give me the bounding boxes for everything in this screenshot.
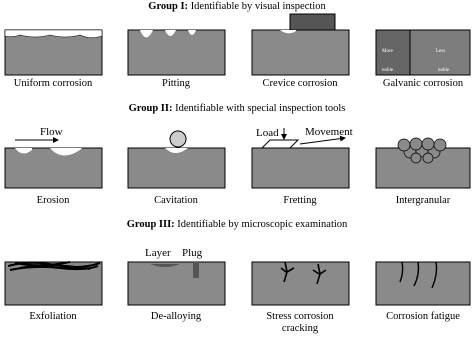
item-label: Intergranular bbox=[396, 195, 451, 206]
galvanic-corrosion-figure: More noble Less noble bbox=[375, 29, 471, 76]
annotation: Layer bbox=[145, 247, 171, 259]
item-label: Pitting bbox=[162, 78, 191, 89]
text: Group II: bbox=[129, 103, 173, 114]
item-label: Uniform corrosion bbox=[14, 78, 93, 89]
annotation: noble bbox=[438, 68, 450, 73]
intergranular-figure bbox=[375, 137, 471, 189]
item-label: Crevice corrosion bbox=[263, 78, 339, 89]
item-label: Fretting bbox=[283, 195, 317, 206]
group-title: Group II: Identifiable with special insp… bbox=[129, 103, 346, 114]
annotation: Less bbox=[436, 49, 445, 54]
text: Identifiable by microscopic examination bbox=[177, 219, 348, 230]
uniform-corrosion-figure bbox=[4, 29, 103, 76]
annotation: More bbox=[382, 49, 394, 54]
item-label: Cavitation bbox=[154, 195, 198, 206]
annotation: Movement bbox=[305, 126, 353, 138]
fretting-figure: Load Movement bbox=[251, 126, 353, 189]
annotation: Load bbox=[256, 127, 279, 139]
group-title: Group I: Identifiable by visual inspecti… bbox=[148, 1, 326, 12]
annotation: Plug bbox=[182, 247, 203, 259]
stress-corrosion-figure bbox=[251, 261, 350, 306]
annotation: noble bbox=[382, 68, 394, 73]
cavitation-figure bbox=[127, 130, 226, 189]
text: Group III: bbox=[127, 219, 175, 230]
item-label: Erosion bbox=[37, 195, 70, 206]
text: Identifiable by visual inspection bbox=[191, 1, 327, 12]
item-label: cracking bbox=[282, 323, 319, 334]
item-label: Galvanic corrosion bbox=[383, 78, 464, 89]
text: Identifiable with special inspection too… bbox=[175, 103, 345, 114]
item-label: Exfoliation bbox=[29, 311, 77, 322]
item-label: De-alloying bbox=[151, 311, 202, 322]
corrosion-fatigue-figure bbox=[375, 261, 471, 306]
item-label: Stress corrosion bbox=[266, 311, 334, 322]
item-label: Corrosion fatigue bbox=[386, 311, 460, 322]
crevice-corrosion-figure bbox=[251, 13, 350, 76]
annotation: Flow bbox=[40, 126, 63, 138]
de-alloying-figure: Layer Plug bbox=[127, 247, 226, 306]
group-title: Group III: Identifiable by microscopic e… bbox=[127, 219, 348, 230]
text: Group I: bbox=[148, 1, 188, 12]
pitting-figure bbox=[127, 29, 226, 76]
erosion-figure: Flow bbox=[4, 126, 103, 189]
exfoliation-figure bbox=[4, 261, 103, 306]
